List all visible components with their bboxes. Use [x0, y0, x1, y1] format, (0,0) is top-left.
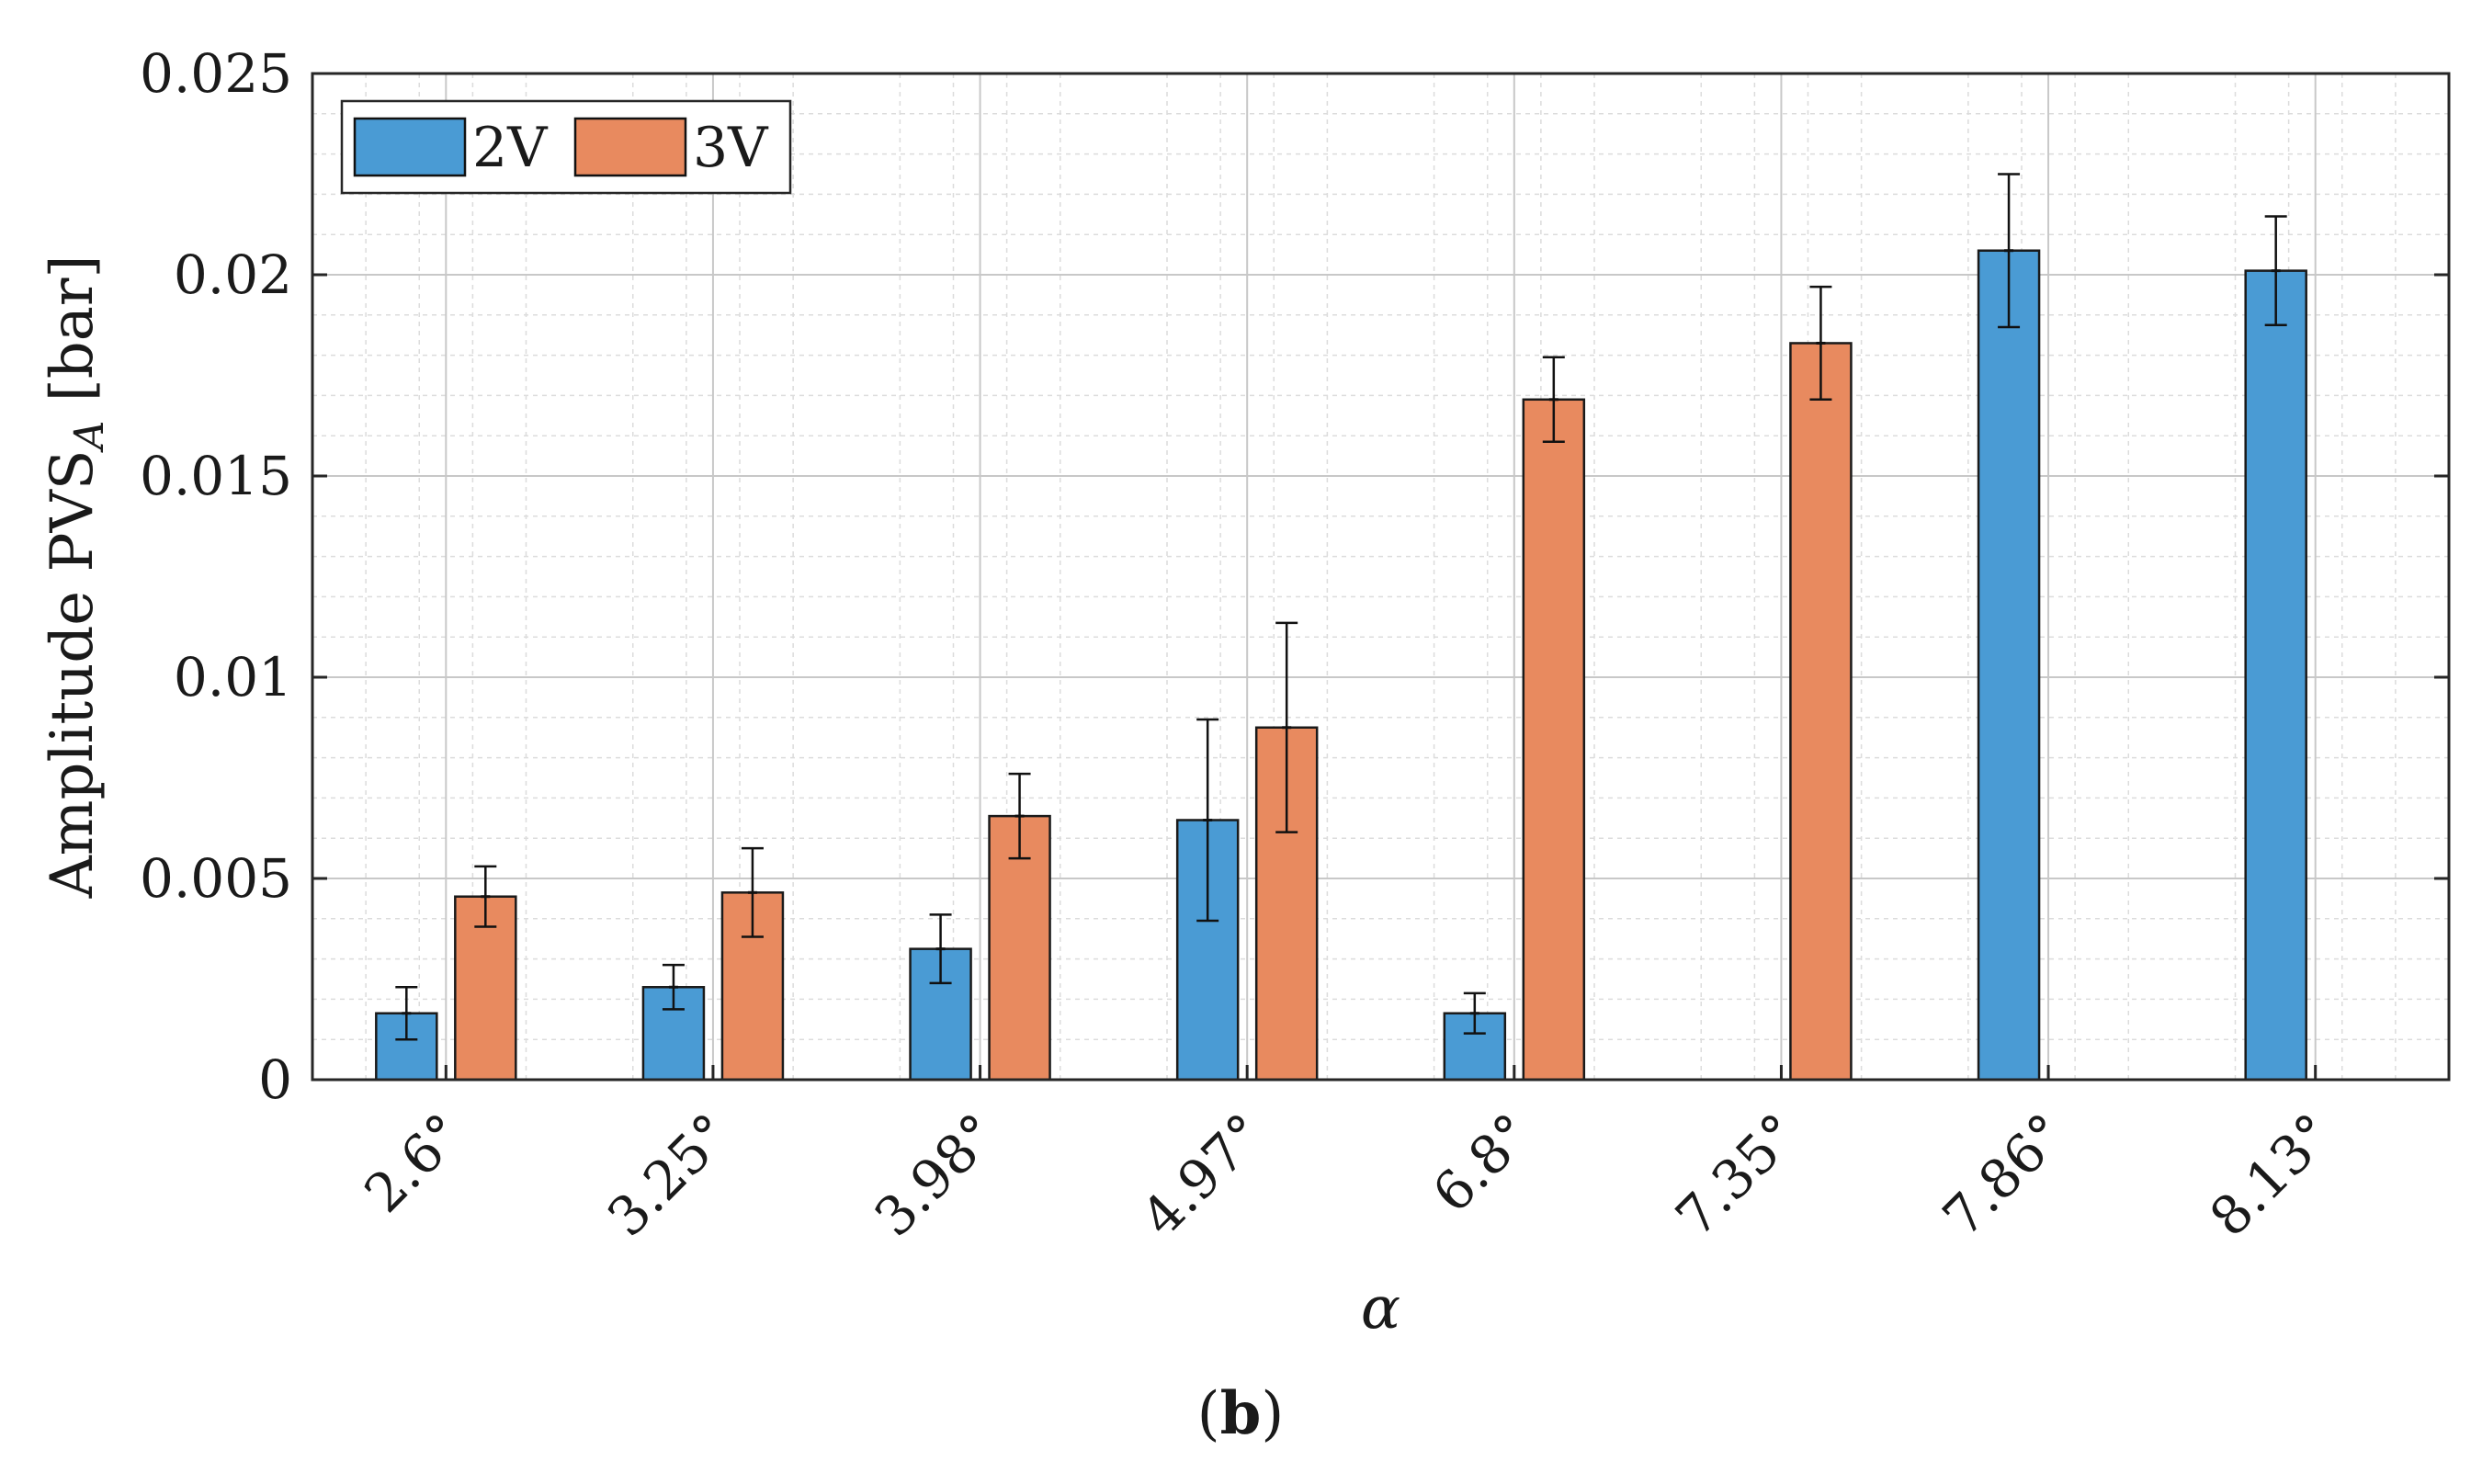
- x-tick-label: 4.97°: [1129, 1102, 1276, 1249]
- legend-swatch-3v: [573, 117, 687, 177]
- bars-layer: [375, 173, 2366, 1082]
- legend: 2V 3V: [340, 99, 792, 195]
- y-tick-label: 0.02: [174, 244, 292, 306]
- y-axis-title-main: Amplitude PVS: [39, 449, 107, 899]
- caption-letter: b: [1220, 1379, 1262, 1448]
- y-tick-label: 0.005: [140, 847, 292, 910]
- bar-3v: [1789, 342, 1853, 1082]
- plot-frame: [311, 72, 2451, 1082]
- caption-close-paren: ): [1261, 1380, 1284, 1448]
- legend-label-3v: 3V: [693, 116, 769, 180]
- y-axis-title: Amplitude PVSA [bar]: [39, 255, 113, 900]
- x-tick-label: 8.13°: [2198, 1102, 2345, 1249]
- legend-swatch-2v: [353, 117, 467, 177]
- x-axis: 2.6° 3.25° 3.98° 4.97° 6.8° 7.35° 7.86° 8.13°: [352, 1065, 2345, 1249]
- bar-2v: [1443, 1012, 1507, 1082]
- x-tick-label: 7.35°: [1663, 1102, 1810, 1249]
- x-tick-label: 3.25°: [595, 1102, 742, 1249]
- legend-label-2v: 2V: [472, 116, 549, 180]
- y-axis-title-unit: [bar]: [39, 255, 107, 421]
- y-axis: 0 0.005 0.01 0.015 0.02 0.025: [140, 42, 2449, 1111]
- caption-open-paren: (: [1197, 1380, 1220, 1448]
- y-tick-label: 0.01: [174, 646, 292, 708]
- y-tick-label: 0.025: [140, 42, 292, 105]
- bar-2v: [1977, 249, 2041, 1082]
- grid-layer: [312, 73, 2449, 1081]
- y-tick-label: 0: [258, 1048, 292, 1111]
- figure-caption: (b): [1197, 1379, 1285, 1448]
- x-axis-title: α: [1361, 1274, 1400, 1342]
- bar-2v: [2244, 269, 2307, 1082]
- y-tick-label: 0.015: [140, 445, 292, 507]
- bar-3v: [1522, 398, 1586, 1082]
- x-tick-label: 6.8°: [1421, 1102, 1544, 1225]
- x-tick-label: 3.98°: [863, 1102, 1010, 1249]
- y-axis-title-subscript: A: [66, 421, 113, 454]
- x-tick-label: 7.86°: [1931, 1102, 2078, 1249]
- x-tick-label: 2.6°: [352, 1102, 475, 1225]
